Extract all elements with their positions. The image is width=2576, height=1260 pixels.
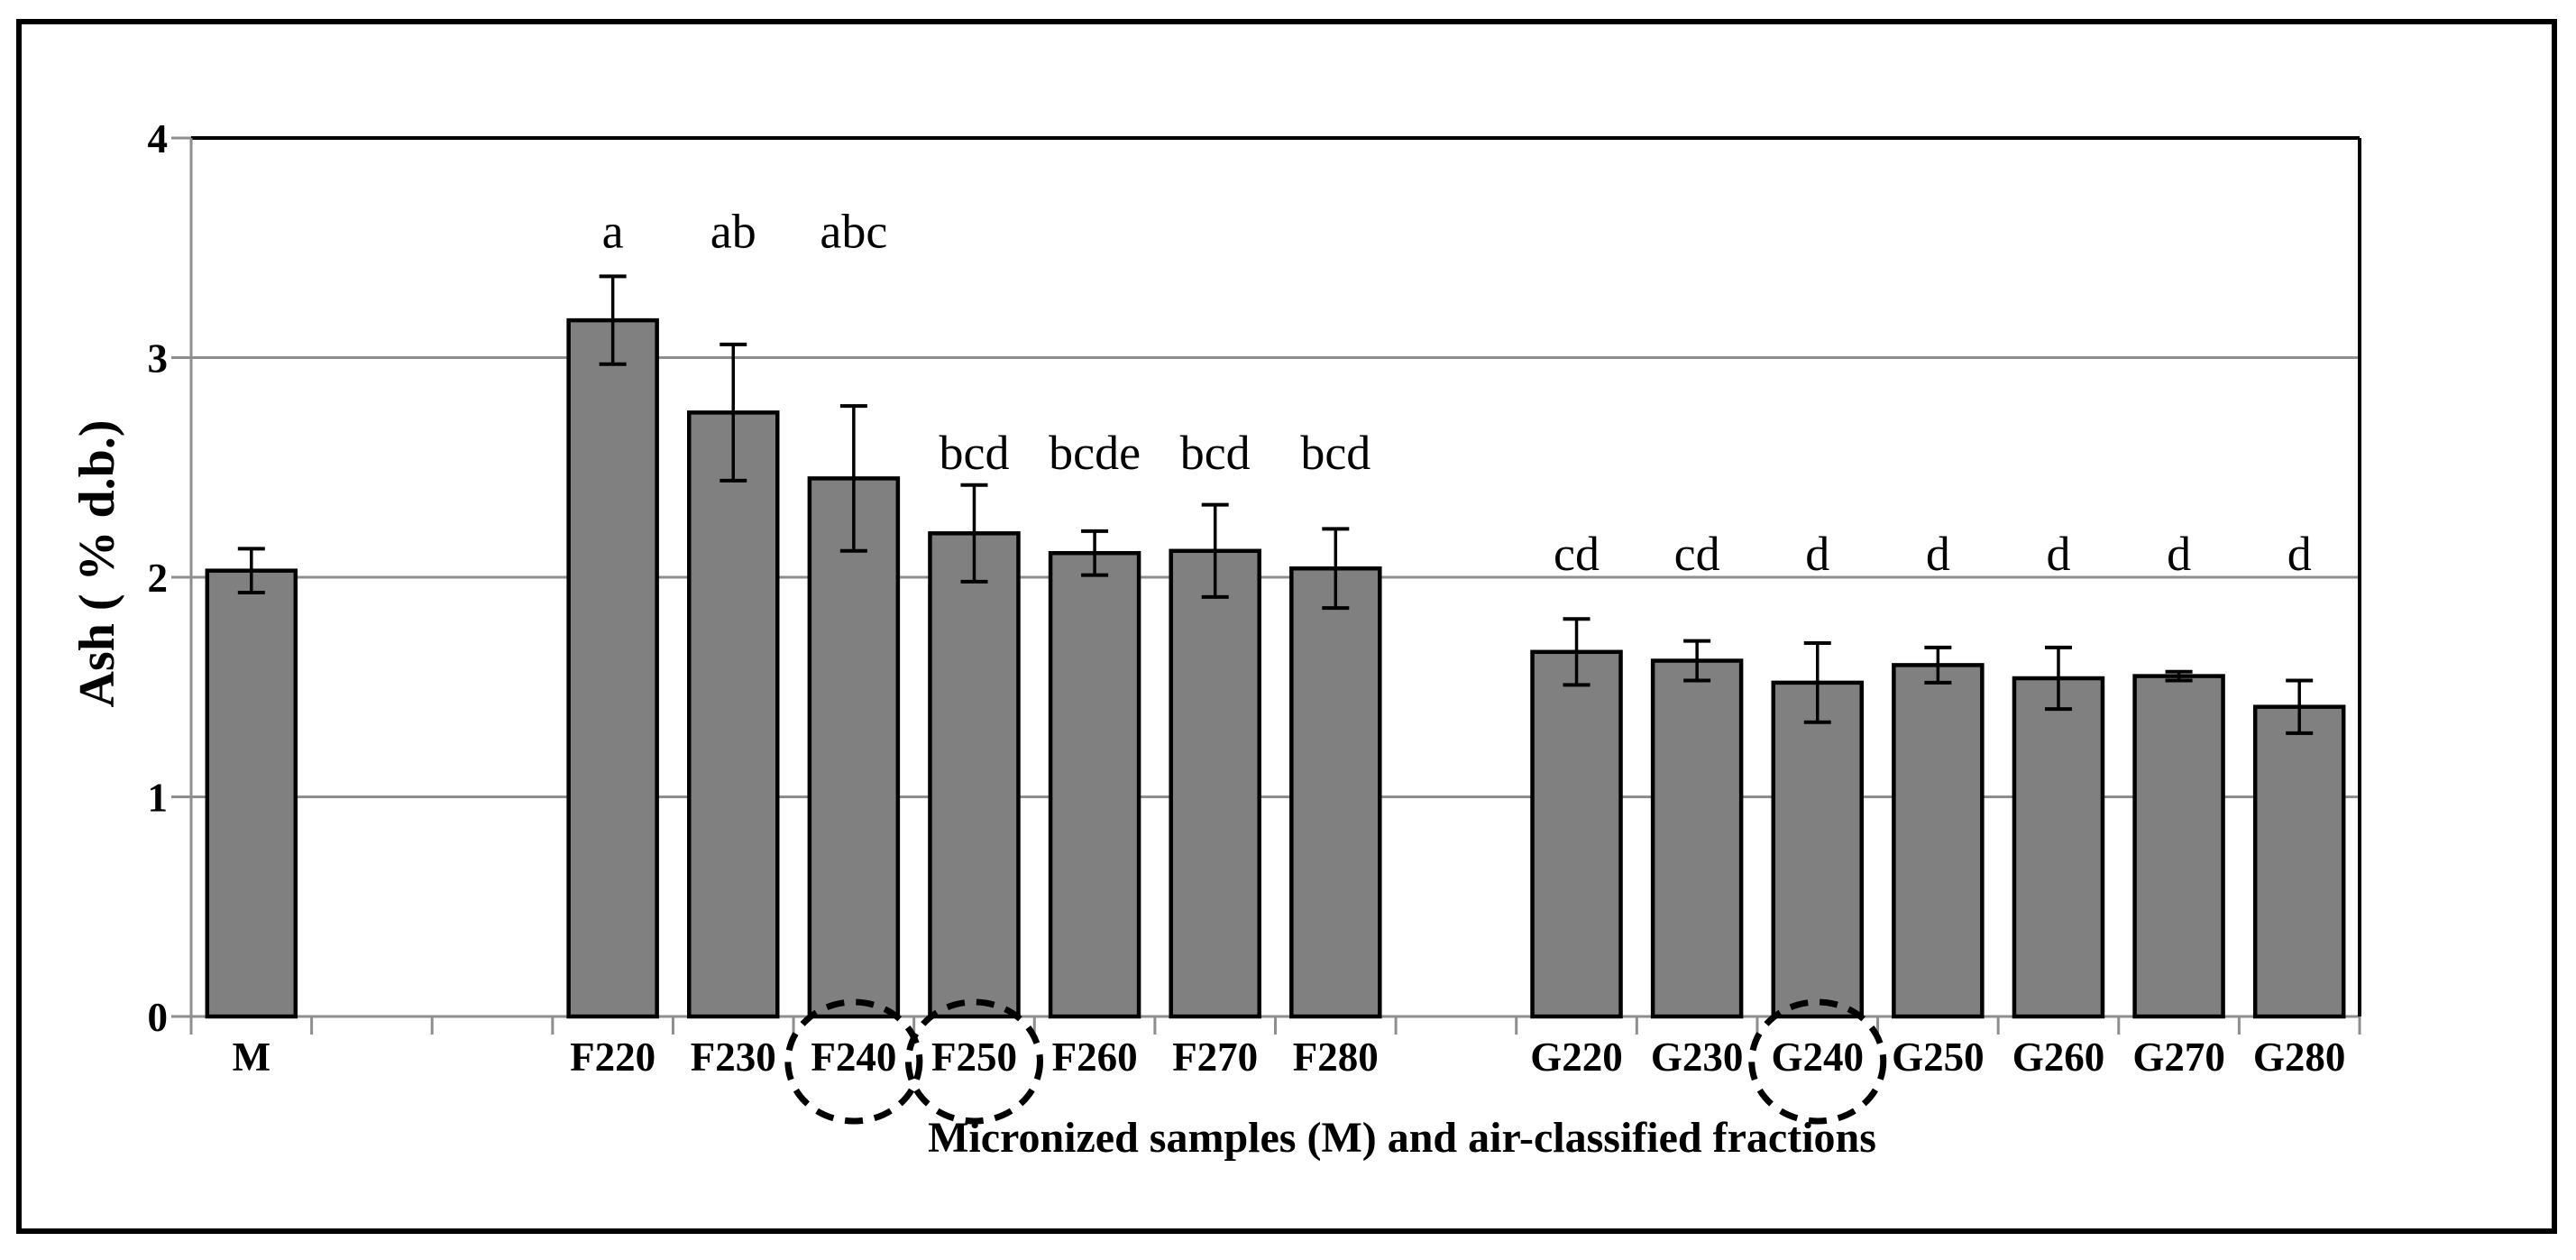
x-category-label: G240 — [1771, 1035, 1864, 1080]
significance-letter: cd — [1674, 527, 1720, 581]
x-category-label: G220 — [1530, 1035, 1623, 1080]
dashed-circle-annotation — [904, 998, 1043, 1125]
x-category-label: F270 — [1172, 1035, 1258, 1080]
x-category-label: F260 — [1052, 1035, 1138, 1080]
x-category-label: G250 — [1892, 1035, 1985, 1080]
bar-F250 — [928, 531, 1021, 1019]
significance-letter: bcd — [1300, 426, 1371, 480]
significance-letter: bcd — [939, 426, 1009, 480]
x-category-label: F280 — [1293, 1035, 1379, 1080]
significance-letter: d — [2046, 527, 2070, 581]
x-category-label: G270 — [2132, 1035, 2225, 1080]
significance-letter: bcde — [1049, 426, 1141, 480]
significance-letter: d — [2287, 527, 2312, 581]
y-tick-label: 2 — [148, 556, 169, 601]
significance-letter: d — [1805, 527, 1829, 581]
x-category-label: F240 — [811, 1035, 896, 1080]
bar-G240 — [1771, 680, 1864, 1019]
y-tick-label: 4 — [148, 116, 169, 161]
significance-letter: ab — [710, 204, 756, 258]
bar-F240 — [807, 476, 901, 1019]
significance-letter: a — [602, 204, 624, 258]
x-category-label: F250 — [931, 1035, 1017, 1080]
bar-F230 — [687, 410, 780, 1019]
bar-G250 — [1892, 663, 1985, 1019]
bar-M — [205, 568, 298, 1019]
y-tick-label: 0 — [148, 995, 169, 1040]
bar-G230 — [1650, 658, 1744, 1019]
figure-border — [16, 19, 2557, 1234]
significance-letter: d — [1926, 527, 1950, 581]
x-category-label: G230 — [1651, 1035, 1744, 1080]
x-category-label: F220 — [570, 1035, 655, 1080]
bar-F270 — [1169, 548, 1261, 1019]
bar-F220 — [566, 317, 659, 1019]
bar-G280 — [2252, 704, 2346, 1019]
y-tick-label: 3 — [148, 336, 169, 382]
x-axis-title: Micronized samples (M) and air-classifie… — [928, 1114, 1876, 1162]
bar-F260 — [1048, 550, 1141, 1019]
significance-letter: d — [2167, 527, 2191, 581]
bar-G260 — [2012, 676, 2105, 1019]
significance-letter: cd — [1554, 527, 1600, 581]
bar-G270 — [2132, 674, 2225, 1019]
dashed-circle-annotation — [784, 998, 923, 1125]
x-category-label: G280 — [2253, 1035, 2346, 1080]
bar-F280 — [1289, 566, 1382, 1019]
bar-G220 — [1530, 649, 1623, 1019]
significance-letter: abc — [820, 204, 887, 258]
x-category-label: M — [233, 1035, 270, 1080]
y-tick-label: 1 — [148, 776, 169, 821]
x-category-label: G260 — [2012, 1035, 2105, 1080]
significance-letter: bcd — [1180, 426, 1251, 480]
y-axis-title: Ash ( % d.b.) — [69, 420, 125, 708]
dashed-circle-annotation — [1748, 998, 1887, 1125]
x-category-label: F230 — [691, 1035, 776, 1080]
plot-area: 0 1 2 3 4 Ma F220 ab F230 abc F240 bcd F250 bcde F260 b… — [148, 116, 2361, 1125]
